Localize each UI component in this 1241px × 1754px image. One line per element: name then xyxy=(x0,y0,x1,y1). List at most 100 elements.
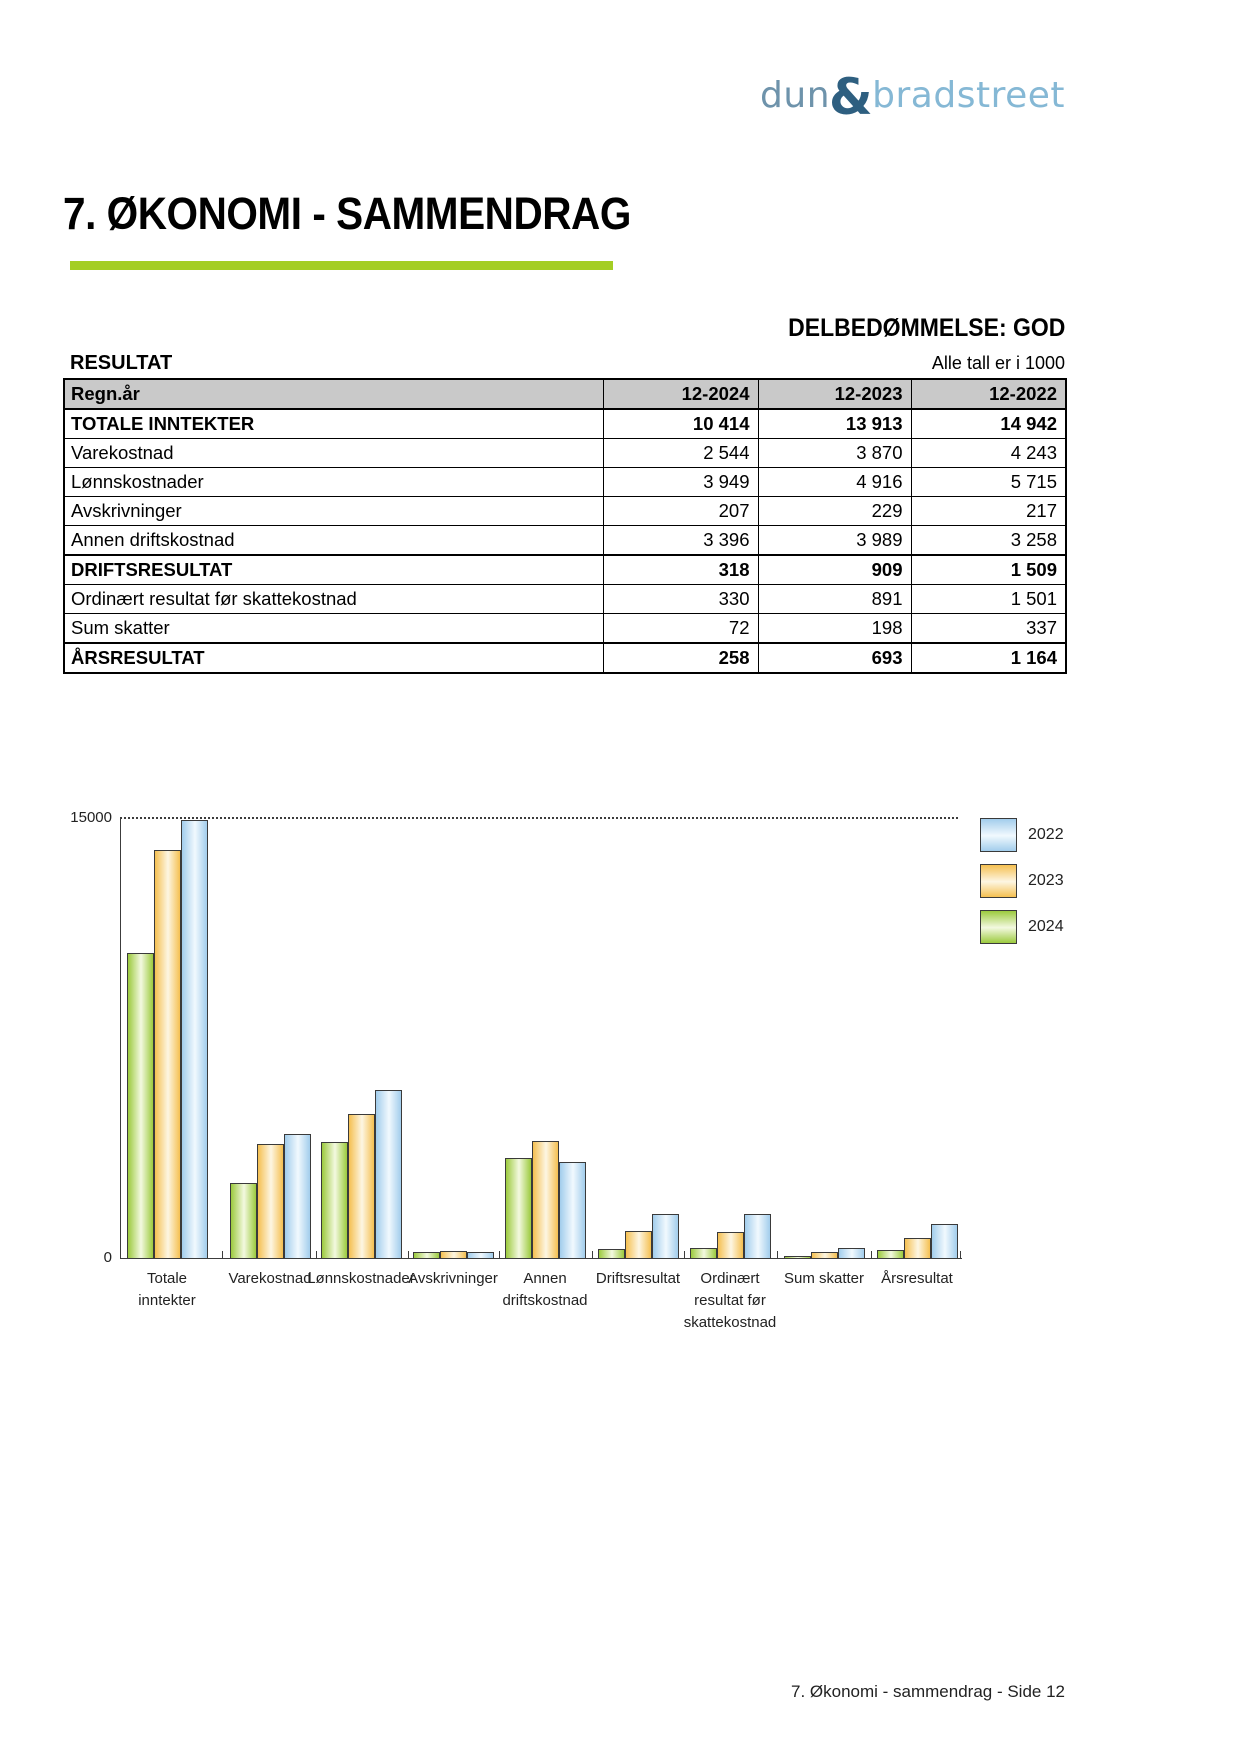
x-axis-tick xyxy=(592,1251,593,1259)
bar-2023 xyxy=(811,1252,838,1258)
row-value: 217 xyxy=(910,496,1067,526)
category-label: Årsresultat xyxy=(832,1268,1002,1290)
x-axis-tick xyxy=(499,1251,500,1259)
y-axis-tick-label: 15000 xyxy=(70,809,112,826)
bar-2023 xyxy=(154,850,181,1258)
row-label: Annen driftskostnad xyxy=(63,525,604,556)
bar-2023 xyxy=(717,1232,744,1258)
legend-swatch-2022 xyxy=(980,818,1017,852)
category-label: Totale inntekter xyxy=(82,1268,252,1312)
x-axis-tick xyxy=(222,1251,223,1259)
table-header-year: 12-2023 xyxy=(757,378,912,410)
table-row: TOTALE INNTEKTER 10 414 13 913 14 942 xyxy=(63,408,1067,439)
y-axis-tick-label: 0 xyxy=(103,1249,112,1266)
bar-2023 xyxy=(348,1114,375,1258)
table-header-label: Regn.år xyxy=(63,378,604,410)
bar-2022 xyxy=(559,1162,586,1258)
bar-2023 xyxy=(904,1238,931,1258)
section-label: RESULTAT xyxy=(70,352,173,374)
row-value: 258 xyxy=(602,642,759,674)
bar-2022 xyxy=(467,1252,494,1258)
bar-2024 xyxy=(321,1142,348,1258)
bar-2024 xyxy=(598,1249,625,1258)
row-value: 13 913 xyxy=(757,408,912,439)
category-label: Avskrivninger xyxy=(368,1268,538,1290)
units-note: Alle tall er i 1000 xyxy=(931,353,1065,373)
row-label: DRIFTSRESULTAT xyxy=(63,554,604,585)
legend-label-2024: 2024 xyxy=(1028,918,1064,935)
table-row: Sum skatter 72 198 337 xyxy=(63,613,1067,644)
row-label: TOTALE INNTEKTER xyxy=(63,408,604,439)
row-label: Sum skatter xyxy=(63,613,604,644)
row-value: 891 xyxy=(757,584,912,614)
row-value: 3 870 xyxy=(757,438,912,468)
row-value: 229 xyxy=(757,496,912,526)
row-label: Ordinært resultat før skattekostnad xyxy=(63,584,604,614)
row-value: 3 989 xyxy=(757,525,912,556)
legend-label-2023: 2023 xyxy=(1028,872,1064,889)
table-row: ÅRSRESULTAT 258 693 1 164 xyxy=(63,642,1067,674)
row-value: 1 164 xyxy=(910,642,1067,674)
bar-2024 xyxy=(690,1248,717,1258)
category-label-line: Driftsresultat xyxy=(595,1270,681,1287)
x-axis-tick xyxy=(960,1251,961,1259)
row-label: Lønnskostnader xyxy=(63,467,604,497)
x-axis-tick xyxy=(316,1251,317,1259)
logo-dun-text: dun xyxy=(760,75,831,116)
row-value: 198 xyxy=(757,613,912,644)
results-bar-chart: 15000 0 Totale inntekter Varekostnad Lønnskos… xyxy=(0,780,1241,1360)
category-label-line: Avskrivninger xyxy=(408,1270,498,1287)
category-label: Lønnskostnader xyxy=(276,1268,446,1290)
table-row: Varekostnad 2 544 3 870 4 243 xyxy=(63,438,1067,468)
bar-2024 xyxy=(230,1183,257,1258)
category-label-line: Annen xyxy=(523,1270,567,1287)
row-value: 3 258 xyxy=(910,525,1067,556)
category-label-line: Varekostnad xyxy=(228,1270,312,1287)
category-label-line: resultat før xyxy=(694,1292,766,1309)
row-value: 72 xyxy=(602,613,759,644)
legend-swatch-2024 xyxy=(980,910,1017,944)
x-axis-tick xyxy=(408,1251,409,1259)
bar-2023 xyxy=(532,1141,559,1258)
row-value: 909 xyxy=(757,554,912,585)
row-value: 693 xyxy=(757,642,912,674)
table-body: TOTALE INNTEKTER 10 414 13 913 14 942 Vareko… xyxy=(63,408,1067,674)
y-axis-line xyxy=(120,818,121,1258)
title-underline xyxy=(70,261,613,270)
table-row: Lønnskostnader 3 949 4 916 5 715 xyxy=(63,467,1067,497)
bar-2024 xyxy=(505,1158,532,1258)
category-label-line: skattekostnad xyxy=(683,1314,777,1331)
x-axis-tick xyxy=(871,1251,872,1259)
ampersand-icon: & xyxy=(829,68,874,126)
results-table: Regn.år 12-2024 12-2023 12-2022 TOTALE INNT… xyxy=(63,378,1067,674)
dun-bradstreet-logo: dun&bradstreet xyxy=(760,68,1065,126)
bar-2023 xyxy=(440,1251,467,1258)
row-value: 337 xyxy=(910,613,1067,644)
table-row: Annen driftskostnad 3 396 3 989 3 258 xyxy=(63,525,1067,556)
table-header-year: 12-2022 xyxy=(910,378,1067,410)
table-row: DRIFTSRESULTAT 318 909 1 509 xyxy=(63,554,1067,585)
bar-2022 xyxy=(181,820,208,1258)
bar-2024 xyxy=(413,1252,440,1258)
legend-swatch-2023 xyxy=(980,864,1017,898)
legend-label-2022: 2022 xyxy=(1028,826,1064,843)
bar-2022 xyxy=(652,1214,679,1258)
category-label: Driftsresultat xyxy=(553,1268,723,1290)
category-label-line: Sum skatter xyxy=(783,1270,865,1287)
bar-2022 xyxy=(838,1248,865,1258)
x-axis-line xyxy=(120,1258,962,1259)
table-row: Ordinært resultat før skattekostnad 330 89… xyxy=(63,584,1067,614)
category-label-line: Årsresultat xyxy=(881,1270,953,1287)
row-value: 4 916 xyxy=(757,467,912,497)
table-header-row: Regn.år 12-2024 12-2023 12-2022 xyxy=(63,378,1067,410)
bar-2024 xyxy=(877,1250,904,1258)
x-axis-tick xyxy=(777,1251,778,1259)
row-value: 3 396 xyxy=(602,525,759,556)
logo-bradstreet-text: bradstreet xyxy=(872,75,1065,116)
row-label: Avskrivninger xyxy=(63,496,604,526)
assessment-label: DELBEDØMMELSE: GOD xyxy=(787,314,1065,342)
row-value: 14 942 xyxy=(910,408,1067,439)
category-label: Sum skatter xyxy=(739,1268,909,1290)
category-label-line: Totale xyxy=(146,1270,188,1287)
